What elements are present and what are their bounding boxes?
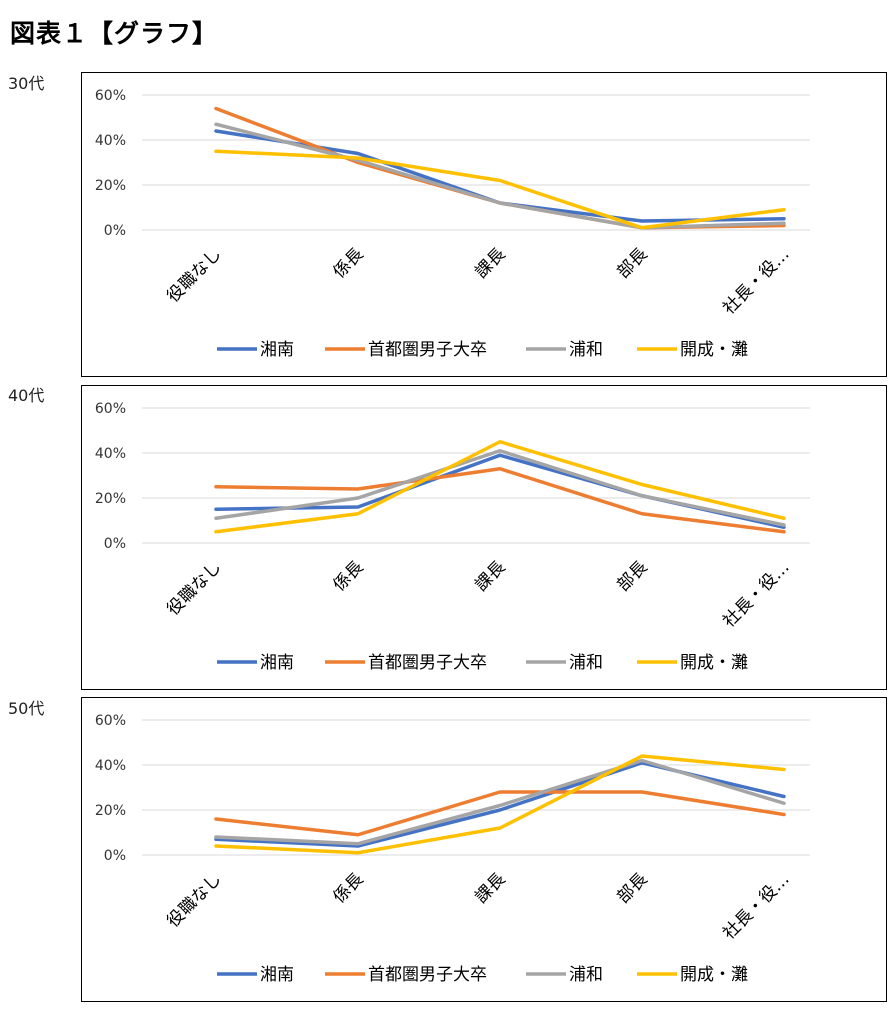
legend-label: 開成・灘: [680, 965, 748, 985]
category-label: 役職なし: [163, 557, 225, 619]
series-line: [214, 754, 786, 855]
chart-age-label-30: 30代: [8, 74, 45, 93]
chart-svg: 0% 20% 40% 60% 役職なし 係長 課長 部長 社長・役… 湘南 首都圏男子大卒 浦和 開成・…: [95, 713, 810, 985]
category-label: 課長: [471, 244, 509, 282]
category-label: 部長: [613, 557, 651, 595]
legend-label: 湘南: [260, 340, 294, 360]
chart-40s: 0% 20% 40% 60% 役職なし 係長 課長 部長 社長・役… 湘南 首都圏男子大卒 浦和 開成・…: [81, 385, 887, 690]
category-label: 課長: [471, 869, 509, 907]
series-line: [214, 122, 786, 230]
legend-label: 湘南: [260, 965, 294, 985]
legend-label: 首都圏男子大卒: [368, 653, 487, 673]
legend-label: 浦和: [569, 965, 603, 985]
series-line: [214, 106, 786, 230]
y-tick-label: 0%: [104, 223, 126, 239]
chart-50s: 0% 20% 40% 60% 役職なし 係長 課長 部長 社長・役… 湘南 首都圏男子大卒 浦和 開成・…: [81, 697, 887, 1002]
y-tick-label: 0%: [104, 536, 126, 552]
page-title: 図表１【グラフ】: [10, 19, 219, 48]
series-line: [214, 440, 786, 534]
legend-label: 浦和: [569, 653, 603, 673]
series-line: [214, 467, 786, 534]
series-line: [214, 149, 786, 230]
legend-label: 湘南: [260, 653, 294, 673]
category-label: 社長・役…: [719, 557, 793, 631]
chart-30s: 0% 20% 40% 60% 役職なし 係長 課長 部長 社長・役… 湘南 首都圏男子大卒 浦和 開成・…: [81, 72, 887, 377]
category-label: 部長: [613, 244, 651, 282]
y-tick-label: 0%: [104, 848, 126, 864]
legend-label: 首都圏男子大卒: [368, 340, 487, 360]
chart-age-label-40: 40代: [8, 386, 45, 405]
y-tick-label: 40%: [95, 133, 126, 149]
y-tick-label: 60%: [95, 88, 126, 104]
y-tick-label: 60%: [95, 713, 126, 729]
legend-label: 開成・灘: [680, 340, 748, 360]
category-label: 役職なし: [163, 244, 225, 306]
chart-age-label-50: 50代: [8, 699, 45, 718]
category-label: 部長: [613, 869, 651, 907]
category-label: 社長・役…: [719, 244, 793, 318]
category-label: 係長: [329, 869, 367, 907]
y-tick-label: 60%: [95, 401, 126, 417]
legend-label: 首都圏男子大卒: [368, 965, 487, 985]
y-tick-label: 40%: [95, 758, 126, 774]
chart-svg: 0% 20% 40% 60% 役職なし 係長 課長 部長 社長・役… 湘南 首都圏男子大卒 浦和 開成・…: [95, 401, 810, 673]
category-label: 係長: [329, 557, 367, 595]
y-tick-label: 20%: [95, 803, 126, 819]
legend-label: 浦和: [569, 340, 603, 360]
series-line: [214, 449, 786, 527]
chart-svg: 0% 20% 40% 60% 役職なし 係長 課長 部長 社長・役… 湘南 首都圏男子大卒 浦和 開成・…: [95, 88, 810, 360]
series-line: [214, 758, 786, 846]
category-label: 係長: [329, 244, 367, 282]
category-label: 課長: [471, 557, 509, 595]
series-line: [214, 453, 786, 529]
legend-label: 開成・灘: [680, 653, 748, 673]
y-tick-label: 20%: [95, 491, 126, 507]
category-label: 役職なし: [163, 869, 225, 931]
y-tick-label: 20%: [95, 178, 126, 194]
category-label: 社長・役…: [719, 869, 793, 943]
series-line: [214, 790, 786, 837]
y-tick-label: 40%: [95, 446, 126, 462]
